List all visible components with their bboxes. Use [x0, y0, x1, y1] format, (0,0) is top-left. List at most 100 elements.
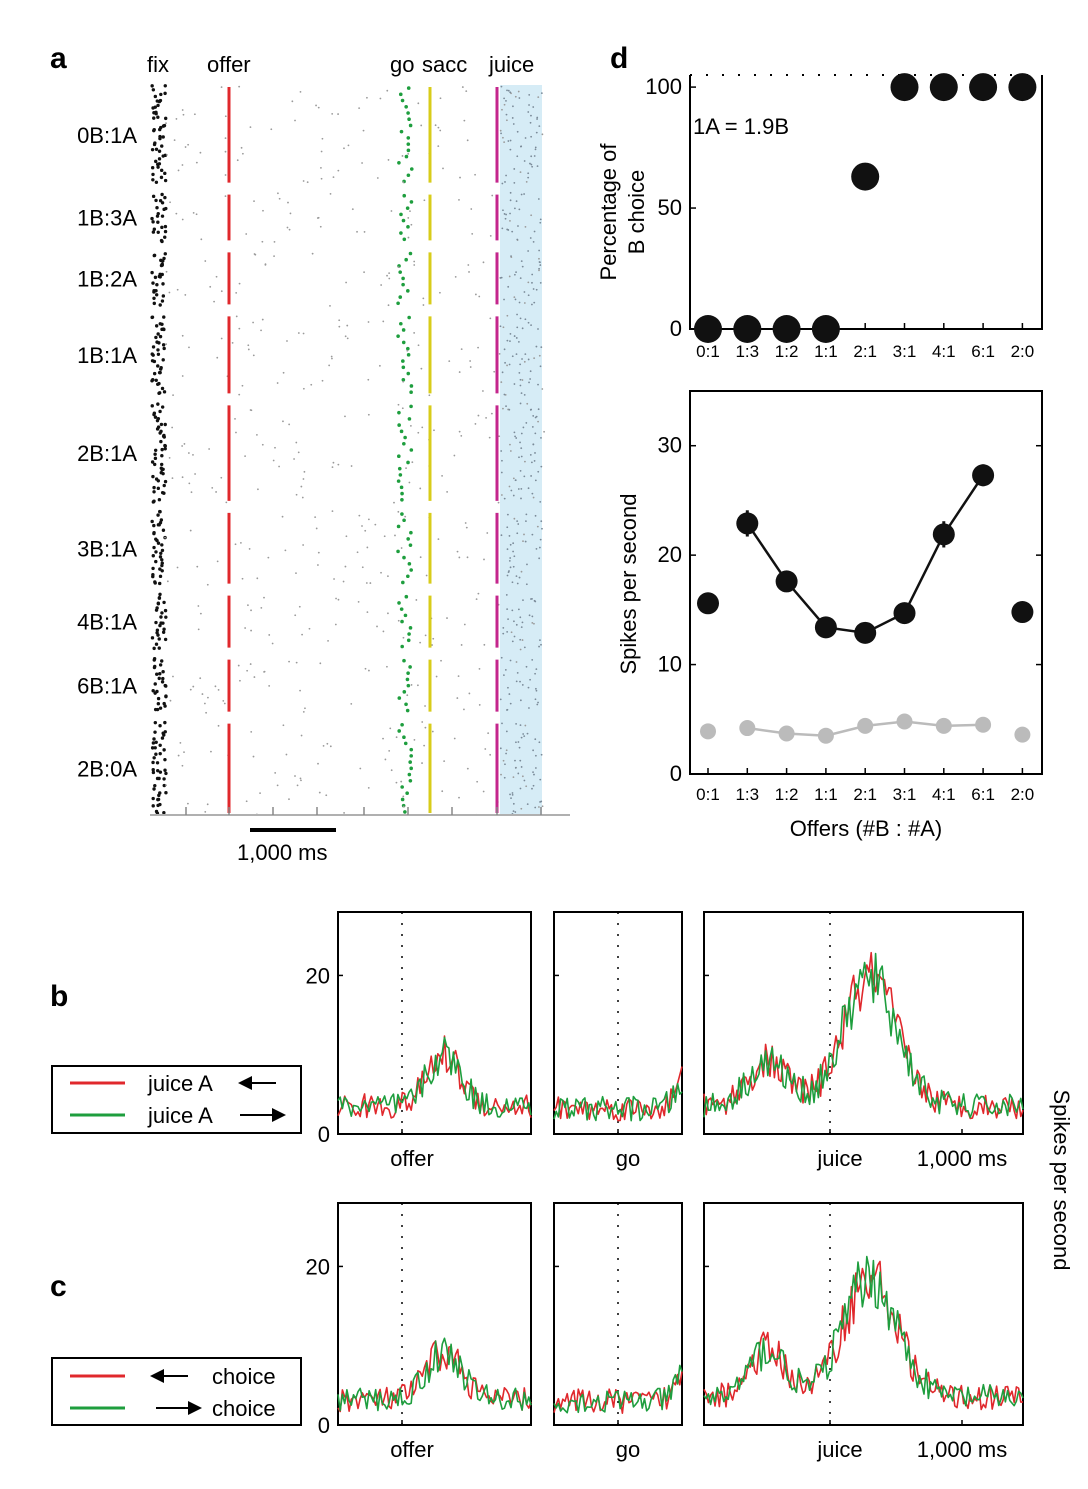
spike: [252, 354, 255, 357]
fix-spike: [163, 91, 167, 96]
black-series-point: [854, 621, 877, 644]
fix-spike: [161, 282, 165, 286]
fix-spike: [156, 364, 160, 368]
juice-spike: [506, 574, 509, 577]
juice-spike: [506, 608, 509, 611]
fix-spike: [162, 207, 166, 212]
spike: [287, 201, 289, 204]
juice-spike: [520, 447, 523, 450]
juice-spike: [520, 487, 523, 490]
spike: [337, 113, 339, 115]
legend-c-label-1: choice: [212, 1364, 276, 1389]
spike: [224, 137, 227, 140]
go-spike: [409, 200, 414, 204]
juice-spike: [519, 384, 522, 387]
juice-spike: [500, 471, 503, 474]
spike: [515, 661, 518, 663]
spike: [524, 724, 527, 727]
juice-spike: [523, 735, 526, 738]
gray-series-point: [857, 717, 874, 734]
black-series-point: [697, 592, 719, 615]
fix-spike: [150, 379, 154, 383]
juice-spike: [515, 271, 517, 273]
event-label-juice: juice: [488, 52, 534, 77]
black-series-point: [972, 464, 995, 487]
juice-spike: [538, 546, 541, 549]
spike: [188, 482, 191, 485]
spike: [288, 660, 290, 663]
juice-spike: [511, 640, 514, 643]
spike: [248, 548, 251, 550]
juice-spike: [520, 432, 523, 435]
spike: [250, 609, 252, 612]
fix-spike: [163, 171, 167, 176]
juice-spike: [512, 810, 515, 813]
event-label-sacc: sacc: [422, 52, 467, 77]
spike: [346, 337, 349, 340]
spike: [345, 281, 348, 284]
juice-spike: [507, 285, 510, 288]
juice-spike: [514, 298, 517, 301]
fix-spike: [154, 293, 159, 297]
spike: [488, 436, 491, 439]
juice-spike: [531, 303, 533, 306]
spike: [509, 219, 511, 222]
event-label-go: go: [390, 52, 414, 77]
fix-spike: [158, 136, 162, 141]
spike: [524, 460, 526, 463]
juice-spike: [519, 378, 522, 381]
juice-spike: [511, 355, 514, 358]
go-spike: [409, 167, 414, 171]
fix-spike: [154, 740, 158, 744]
psth-axes: [337, 1202, 532, 1426]
spike: [304, 707, 306, 710]
spike: [199, 612, 202, 615]
spike: [321, 137, 324, 140]
spike: [390, 210, 393, 212]
spike: [347, 144, 350, 147]
spike: [343, 147, 345, 150]
juice-spike: [538, 741, 541, 744]
juice-spike: [532, 415, 535, 417]
panel-letter-a: a: [50, 42, 67, 75]
juice-spike: [530, 408, 533, 411]
spike: [301, 496, 304, 499]
fix-spike: [159, 366, 163, 370]
spike: [245, 800, 248, 803]
spike: [181, 476, 184, 479]
fix-spike: [153, 730, 157, 734]
juice-spike: [514, 766, 517, 769]
juice-spike: [514, 811, 517, 813]
juice-spike: [531, 492, 534, 495]
condition-label: 1B:2A: [77, 266, 137, 291]
bc-ylabel: Spikes per second: [1049, 1090, 1074, 1271]
fix-spike: [151, 574, 155, 579]
go-spike: [406, 346, 410, 351]
spike: [469, 366, 472, 368]
spike: [437, 145, 440, 148]
juice-spike: [525, 422, 528, 424]
fix-spike: [158, 663, 163, 667]
juice-spike: [504, 361, 506, 364]
go-spike: [406, 460, 410, 465]
juice-spike: [530, 324, 532, 327]
fix-spike: [160, 563, 164, 568]
juice-spike: [527, 250, 530, 252]
spike: [244, 455, 246, 458]
spike: [234, 543, 237, 546]
spike: [252, 321, 254, 324]
spike: [376, 625, 378, 628]
fix-spike: [160, 548, 165, 553]
fix-spike: [151, 220, 155, 224]
go-spike: [402, 441, 406, 446]
fix-spike: [163, 443, 167, 448]
spike: [195, 213, 198, 216]
juice-spike: [539, 500, 542, 503]
spike: [422, 304, 425, 306]
spike: [358, 107, 361, 110]
spike: [497, 501, 500, 504]
spike: [474, 293, 477, 296]
spike: [502, 136, 504, 139]
juice-spike: [532, 288, 535, 290]
juice-spike: [534, 452, 536, 454]
